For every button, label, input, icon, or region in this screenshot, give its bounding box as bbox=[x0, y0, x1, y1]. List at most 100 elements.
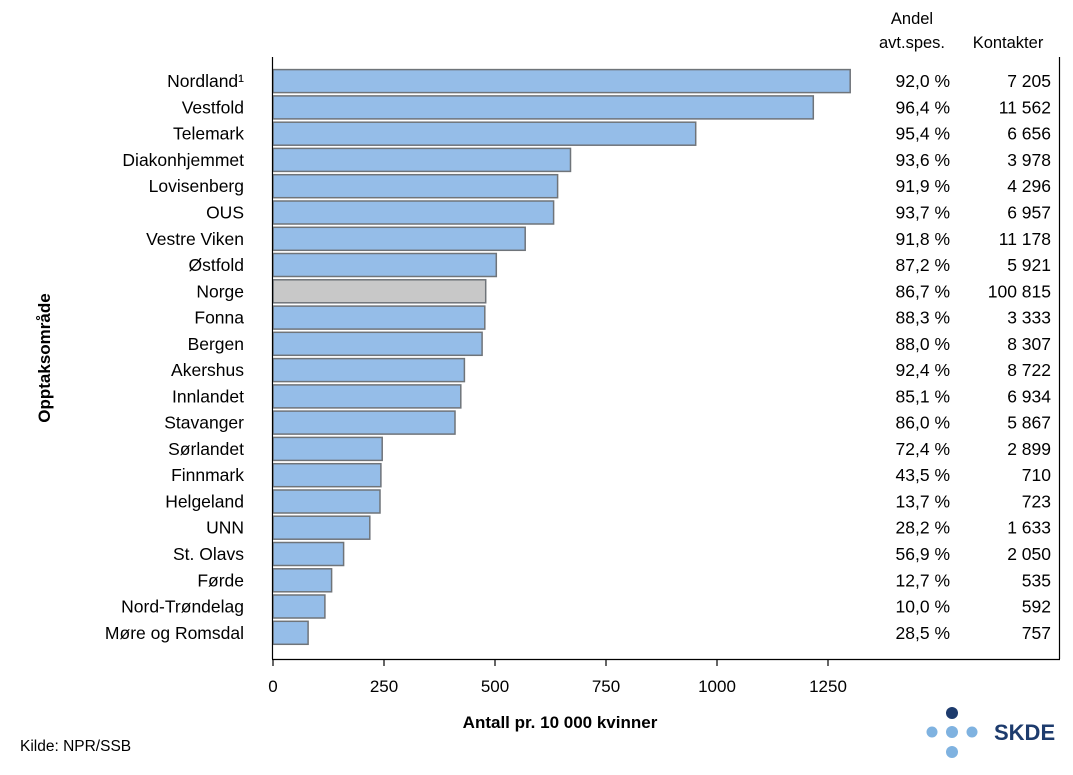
andel-value: 72,4 % bbox=[896, 439, 950, 459]
bar-nordland bbox=[272, 68, 851, 94]
andel-value: 91,8 % bbox=[896, 229, 950, 249]
kontakter-value: 535 bbox=[1022, 570, 1051, 590]
kontakter-value: 757 bbox=[1022, 623, 1051, 643]
category-label-bergen: Bergen bbox=[188, 334, 244, 354]
bar-telemark bbox=[272, 121, 697, 146]
x-axis-ticks: 0 250 500 750 1000 1250 bbox=[268, 660, 847, 696]
kontakter-value: 11 178 bbox=[999, 229, 1051, 249]
x-tick-label: 750 bbox=[592, 677, 620, 696]
kontakter-value: 1 633 bbox=[1007, 518, 1051, 538]
bar-vestfold bbox=[272, 95, 815, 120]
source-note: Kilde: NPR/SSB bbox=[20, 738, 131, 755]
bar-finnmark bbox=[272, 462, 382, 488]
category-label-finnmark: Finnmark bbox=[171, 465, 244, 485]
andel-value: 96,4 % bbox=[896, 97, 950, 117]
andel-value: 86,0 % bbox=[896, 413, 950, 433]
kontakter-value: 8 722 bbox=[1007, 360, 1051, 380]
category-label-stfold: Østfold bbox=[189, 255, 244, 275]
andel-value: 88,3 % bbox=[896, 308, 950, 328]
bar-innlandet bbox=[272, 384, 462, 409]
skde-logo: SKDE bbox=[926, 707, 1055, 758]
bar-s-rlandet bbox=[272, 436, 383, 462]
category-label-vestfold: Vestfold bbox=[182, 97, 244, 117]
kontakter-value: 2 899 bbox=[1007, 439, 1051, 459]
andel-header-line1: Andel bbox=[891, 10, 933, 28]
kontakter-value: 592 bbox=[1022, 597, 1051, 617]
kontakter-value: 2 050 bbox=[1007, 544, 1051, 564]
logo-dot-left bbox=[946, 726, 958, 738]
kontakter-value: 5 921 bbox=[1007, 255, 1051, 275]
category-label-nordland: Nordland¹ bbox=[167, 71, 244, 91]
kontakter-value: 6 656 bbox=[1007, 124, 1051, 144]
x-tick-label: 500 bbox=[481, 677, 509, 696]
bar-norge bbox=[272, 279, 487, 304]
andel-value: 93,7 % bbox=[896, 203, 950, 223]
bar-nord-tr-ndelag bbox=[272, 594, 326, 619]
kontakter-value: 6 934 bbox=[1007, 386, 1051, 406]
x-tick-label: 0 bbox=[268, 677, 277, 696]
andel-value: 92,0 % bbox=[896, 71, 950, 91]
category-label-nord-tr-ndelag: Nord-Trøndelag bbox=[121, 597, 244, 617]
bar-diakonhjemmet bbox=[272, 147, 572, 173]
category-label-unn: UNN bbox=[206, 518, 244, 538]
andel-value: 91,9 % bbox=[896, 176, 950, 196]
category-label-lovisenberg: Lovisenberg bbox=[149, 176, 244, 196]
andel-value: 56,9 % bbox=[896, 544, 950, 564]
bar-lovisenberg bbox=[272, 173, 559, 199]
category-label-telemark: Telemark bbox=[173, 124, 244, 144]
kontakter-value: 8 307 bbox=[1007, 334, 1051, 354]
category-label-helgeland: Helgeland bbox=[165, 492, 244, 512]
x-axis-title: Antall pr. 10 000 kvinner bbox=[463, 713, 658, 732]
kontakter-value: 3 978 bbox=[1007, 150, 1051, 170]
andel-value: 86,7 % bbox=[896, 281, 950, 301]
logo-dot-bottom bbox=[946, 746, 958, 758]
logo-dot-top bbox=[946, 707, 958, 719]
andel-value: 87,2 % bbox=[896, 255, 950, 275]
andel-value: 88,0 % bbox=[896, 334, 950, 354]
andel-value: 28,2 % bbox=[896, 518, 950, 538]
kontakter-value: 723 bbox=[1022, 492, 1051, 512]
bar-akershus bbox=[272, 357, 466, 383]
x-tick-label: 1250 bbox=[809, 677, 847, 696]
category-label-vestre-viken: Vestre Viken bbox=[146, 229, 244, 249]
kontakter-value: 11 562 bbox=[999, 97, 1051, 117]
kontakter-value: 4 296 bbox=[1007, 176, 1051, 196]
kontakter-value: 100 815 bbox=[988, 281, 1051, 301]
logo-dot-right bbox=[966, 726, 978, 738]
andel-value: 92,4 % bbox=[896, 360, 950, 380]
y-axis-title: Opptaksområde bbox=[35, 293, 54, 422]
andel-value: 43,5 % bbox=[896, 465, 950, 485]
category-label-m-re-og-romsdal: Møre og Romsdal bbox=[105, 623, 244, 643]
category-label-stavanger: Stavanger bbox=[164, 413, 244, 433]
andel-value: 95,4 % bbox=[896, 124, 950, 144]
category-label-norge: Norge bbox=[196, 281, 244, 301]
category-label-f-rde: Førde bbox=[197, 570, 244, 590]
kontakter-header: Kontakter bbox=[973, 34, 1044, 52]
logo-text: SKDE bbox=[994, 720, 1055, 745]
andel-value: 93,6 % bbox=[896, 150, 950, 170]
bar-stfold bbox=[272, 252, 498, 278]
bar-fonna bbox=[272, 305, 486, 330]
kontakter-value: 3 333 bbox=[1007, 308, 1051, 328]
bar-m-re-og-romsdal bbox=[272, 620, 309, 646]
category-label-s-rlandet: Sørlandet bbox=[168, 439, 244, 459]
bar-helgeland bbox=[272, 489, 381, 514]
kontakter-column: 7 205 11 562 6 656 3 978 4 296 6 957 11 178 5 9… bbox=[988, 71, 1052, 643]
bar-bergen bbox=[272, 331, 483, 357]
category-label-innlandet: Innlandet bbox=[172, 386, 244, 406]
kontakter-value: 6 957 bbox=[1007, 203, 1051, 223]
kontakter-value: 710 bbox=[1022, 465, 1051, 485]
kontakter-value: 5 867 bbox=[1007, 413, 1051, 433]
bar-unn bbox=[272, 515, 371, 540]
andel-value: 10,0 % bbox=[896, 597, 950, 617]
bar-stavanger bbox=[272, 410, 456, 435]
bar-f-rde bbox=[272, 568, 333, 593]
andel-header-line2: avt.spes. bbox=[879, 34, 945, 52]
bars-group bbox=[272, 68, 851, 646]
category-labels: Nordland¹ Vestfold Telemark Diakonhjemmet Lo… bbox=[105, 71, 244, 643]
category-label-fonna: Fonna bbox=[194, 308, 244, 328]
bar-st-olavs bbox=[272, 541, 345, 567]
bar-ous bbox=[272, 200, 555, 225]
